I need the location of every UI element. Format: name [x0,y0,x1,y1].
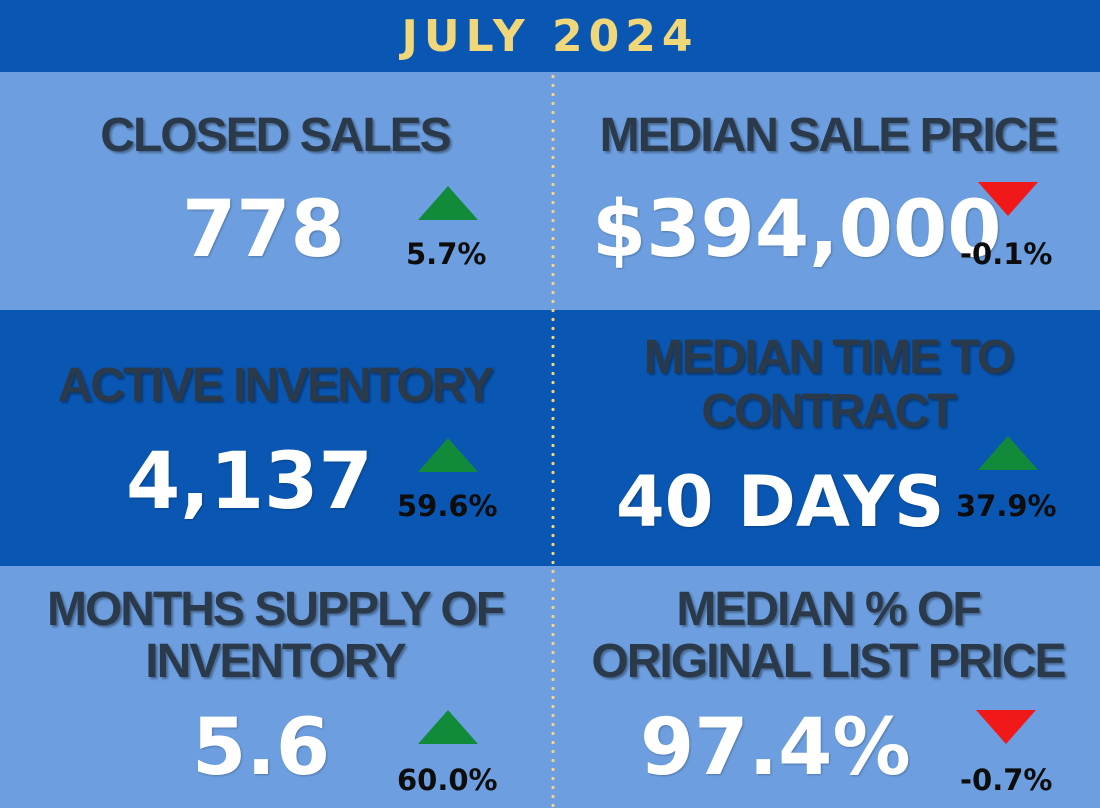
months-supply-card: MONTHS SUPPLY OF INVENTORY 5.6 60.0% [0,566,550,808]
header: JULY 2024 [0,0,1100,72]
report-title: JULY 2024 [401,10,699,62]
median-pct-list-price-value: 97.4% [640,703,911,793]
triangle-down-icon [978,182,1038,216]
months-supply-label-line1: MONTHS SUPPLY OF [46,583,505,636]
months-supply-value: 5.6 [192,703,331,793]
median-sale-price-card: MEDIAN SALE PRICE $394,000 -0.1% [556,72,1100,310]
median-sale-price-label: MEDIAN SALE PRICE [599,109,1059,162]
active-inventory-value: 4,137 [126,437,373,527]
median-time-to-contract-change: 37.9% [956,489,1057,523]
months-supply-label-line2: INVENTORY [145,635,406,688]
median-time-to-contract-label-line2: CONTRACT [701,385,956,438]
median-time-to-contract-card: MEDIAN TIME TO CONTRACT 40 DAYS 37.9% [556,310,1100,566]
closed-sales-label: CLOSED SALES [100,109,451,162]
months-supply-change: 60.0% [397,763,498,797]
median-time-to-contract-value: 40 DAYS [616,461,945,543]
triangle-down-icon [976,710,1036,744]
median-pct-list-price-card: MEDIAN % OF ORIGINAL LIST PRICE 97.4% -0… [556,566,1100,808]
dotted-divider [550,72,556,808]
triangle-up-icon [978,436,1038,470]
median-sale-price-change: -0.1% [960,237,1053,271]
active-inventory-change: 59.6% [397,489,498,523]
median-pct-list-price-label-line2: ORIGINAL LIST PRICE [591,635,1066,688]
active-inventory-card: ACTIVE INVENTORY 4,137 59.6% [0,310,550,566]
active-inventory-label: ACTIVE INVENTORY [57,359,495,412]
triangle-up-icon [418,710,478,744]
closed-sales-change: 5.7% [406,237,487,271]
triangle-up-icon [418,186,478,220]
median-pct-list-price-label-line1: MEDIAN % OF [676,583,981,636]
closed-sales-value: 778 [182,185,345,275]
median-time-to-contract-label-line1: MEDIAN TIME TO [643,331,1014,384]
closed-sales-card: CLOSED SALES 778 5.7% [0,72,550,310]
triangle-up-icon [418,438,478,472]
median-sale-price-value: $394,000 [592,185,1002,275]
median-pct-list-price-change: -0.7% [960,763,1053,797]
